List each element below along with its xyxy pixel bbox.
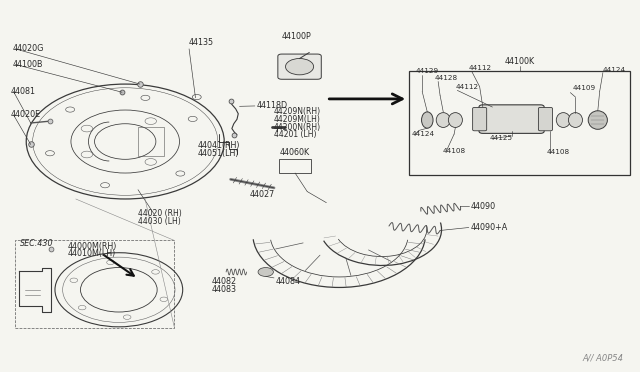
- Text: 44000M(RH): 44000M(RH): [68, 241, 117, 250]
- Text: 44209M(LH): 44209M(LH): [274, 115, 321, 124]
- Text: 44200N(RH): 44200N(RH): [274, 123, 321, 132]
- Ellipse shape: [436, 113, 451, 128]
- FancyBboxPatch shape: [472, 108, 486, 131]
- Text: 44020G: 44020G: [12, 44, 44, 53]
- FancyBboxPatch shape: [278, 54, 321, 79]
- Circle shape: [258, 267, 273, 276]
- Bar: [15, 240, 174, 328]
- Text: 44083: 44083: [211, 285, 236, 294]
- Ellipse shape: [556, 113, 570, 128]
- Text: 44135: 44135: [189, 38, 214, 46]
- Text: 44082: 44082: [211, 277, 237, 286]
- Text: 44030 (LH): 44030 (LH): [138, 218, 180, 227]
- Bar: [279, 159, 311, 173]
- Text: 44124: 44124: [603, 67, 626, 73]
- Ellipse shape: [588, 111, 607, 129]
- Text: 44100K: 44100K: [504, 57, 534, 67]
- Text: 44020E: 44020E: [11, 110, 41, 119]
- Text: 44027: 44027: [250, 190, 275, 199]
- Text: 44108: 44108: [547, 149, 570, 155]
- Text: 44084: 44084: [275, 277, 300, 286]
- Text: 44109: 44109: [572, 86, 595, 92]
- Ellipse shape: [449, 113, 463, 128]
- Text: 44060K: 44060K: [280, 148, 310, 157]
- Text: 44209N(RH): 44209N(RH): [274, 108, 321, 116]
- Text: 44129: 44129: [416, 68, 439, 74]
- Text: 44108: 44108: [443, 148, 466, 154]
- Text: 44090: 44090: [470, 202, 496, 211]
- Text: 44112: 44112: [456, 84, 479, 90]
- Circle shape: [285, 58, 314, 75]
- Bar: [410, 71, 630, 175]
- Text: 44124: 44124: [412, 131, 435, 137]
- Text: 44041(RH): 44041(RH): [197, 141, 240, 150]
- FancyBboxPatch shape: [479, 105, 544, 134]
- Text: 44118D: 44118D: [256, 102, 287, 110]
- Text: 44201 (LH): 44201 (LH): [274, 130, 317, 140]
- Text: 44081: 44081: [11, 87, 36, 96]
- Text: 44051(LH): 44051(LH): [197, 149, 239, 158]
- Text: 44090+A: 44090+A: [470, 223, 508, 232]
- FancyBboxPatch shape: [538, 108, 552, 131]
- Text: 44112: 44112: [468, 65, 492, 71]
- Ellipse shape: [422, 112, 433, 128]
- Text: A// A0P54: A// A0P54: [582, 353, 623, 362]
- Text: 44128: 44128: [435, 75, 458, 81]
- Text: 44020 (RH): 44020 (RH): [138, 209, 182, 218]
- Ellipse shape: [568, 113, 582, 128]
- Text: 44125: 44125: [490, 135, 513, 141]
- Text: 44010M(LH): 44010M(LH): [68, 249, 116, 258]
- Text: 44100P: 44100P: [282, 32, 311, 41]
- Text: SEC.430: SEC.430: [20, 239, 54, 248]
- Bar: [138, 128, 164, 155]
- Text: 44100B: 44100B: [12, 60, 43, 69]
